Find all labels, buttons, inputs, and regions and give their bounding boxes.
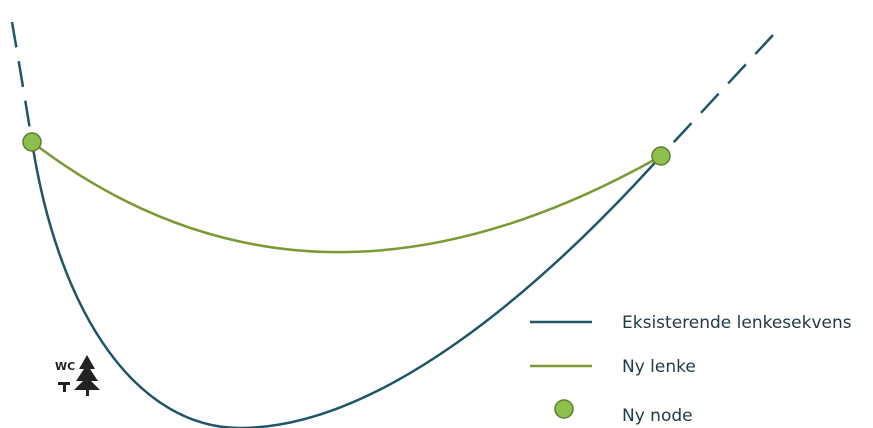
legend-new-link-label: Ny lenke (622, 357, 696, 377)
new-node-right (651, 146, 671, 166)
existing-link-dashed-left (10, 21, 34, 143)
new-link-curve (31, 141, 662, 254)
rest-area-wc-tree-icon: WC (55, 355, 100, 396)
wc-label: WC (55, 360, 75, 373)
new-node-left (22, 132, 42, 152)
legend-new-node-swatch (554, 399, 574, 419)
legend-existing-label: Eksisterende lenkesekvens (622, 313, 852, 333)
legend: Eksisterende lenkesekvens Ny lenke Ny no… (530, 313, 852, 426)
existing-link-curve (30, 141, 662, 428)
legend-new-node-label: Ny node (622, 406, 693, 426)
existing-link-dashed-right (660, 34, 774, 157)
